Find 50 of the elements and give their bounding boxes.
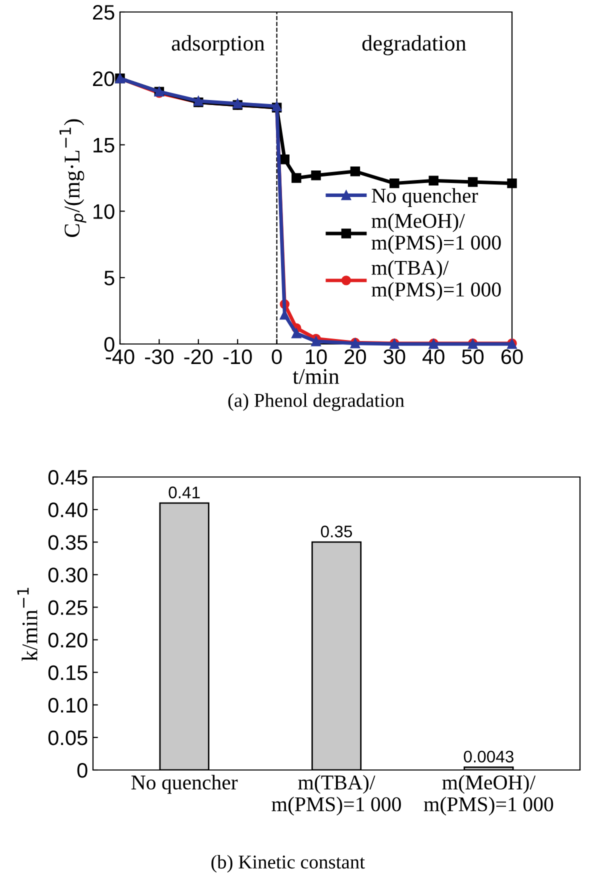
y-tick-label: 0.30	[48, 568, 88, 582]
x-tick-label: m(TBA)/ m(PMS)=1 000	[272, 774, 401, 816]
text: (b) Kinetic constant	[211, 854, 365, 873]
point	[507, 178, 517, 188]
y-tick-label: 0.05	[48, 730, 88, 746]
point	[390, 178, 400, 188]
y-tick-label: 0.25	[48, 600, 88, 615]
x-axis-title: t/min	[292, 368, 340, 384]
x-tick-label: -30	[145, 349, 174, 364]
x-tick-label: No quencher	[131, 774, 238, 794]
x-tick-label: 40	[422, 349, 444, 364]
point	[292, 328, 302, 338]
y-axis-title: C$_{p}$/(mg·L$^{−1}$)	[60, 119, 86, 237]
data-label: 0.0043	[464, 750, 514, 763]
y-tick-label: 0.45	[48, 470, 88, 485]
point	[468, 177, 478, 187]
point	[350, 166, 360, 176]
point	[280, 154, 290, 164]
legend-label: m(TBA)/ m(PMS)=1 000	[372, 260, 501, 301]
y-tick-label: 0.15	[48, 665, 88, 680]
point	[311, 170, 321, 180]
annotation: adsorption	[172, 35, 265, 56]
x-tick-label: m(MeOH)/ m(PMS)=1 000	[424, 774, 554, 816]
x-tick-label: 50	[462, 349, 484, 364]
y-tick-label: 10	[94, 204, 114, 219]
x-tick-label: -10	[223, 349, 252, 364]
data-label: 0.41	[168, 486, 200, 498]
x-tick-label: 60	[501, 349, 523, 364]
y-tick-label: 15	[94, 138, 114, 153]
y-tick-label: 0.40	[48, 502, 88, 518]
y-tick-label: 0.35	[48, 535, 88, 550]
point	[428, 176, 438, 186]
x-tick-label: 0	[272, 349, 282, 364]
point	[311, 336, 321, 346]
x-tick-label: 30	[384, 349, 406, 364]
data-label: 0.35	[320, 526, 352, 538]
y-tick-label: 25	[93, 5, 114, 20]
point	[292, 173, 302, 183]
y-axis-title: k/min$^{−1}$	[17, 588, 38, 661]
y-tick-label: 0	[77, 763, 88, 778]
annotation: degradation	[362, 35, 466, 56]
text: (a) Phenol degradation	[228, 393, 404, 411]
legend-label: No quencher	[372, 188, 478, 207]
y-tick-label: 20	[93, 71, 114, 86]
x-tick-label: -20	[184, 349, 213, 364]
y-tick-label: 5	[104, 270, 114, 286]
x-tick-label: 20	[344, 349, 366, 364]
x-tick-label: 10	[306, 349, 327, 364]
y-tick-label: 0.10	[48, 698, 88, 713]
y-tick-label: 0.20	[48, 632, 88, 648]
